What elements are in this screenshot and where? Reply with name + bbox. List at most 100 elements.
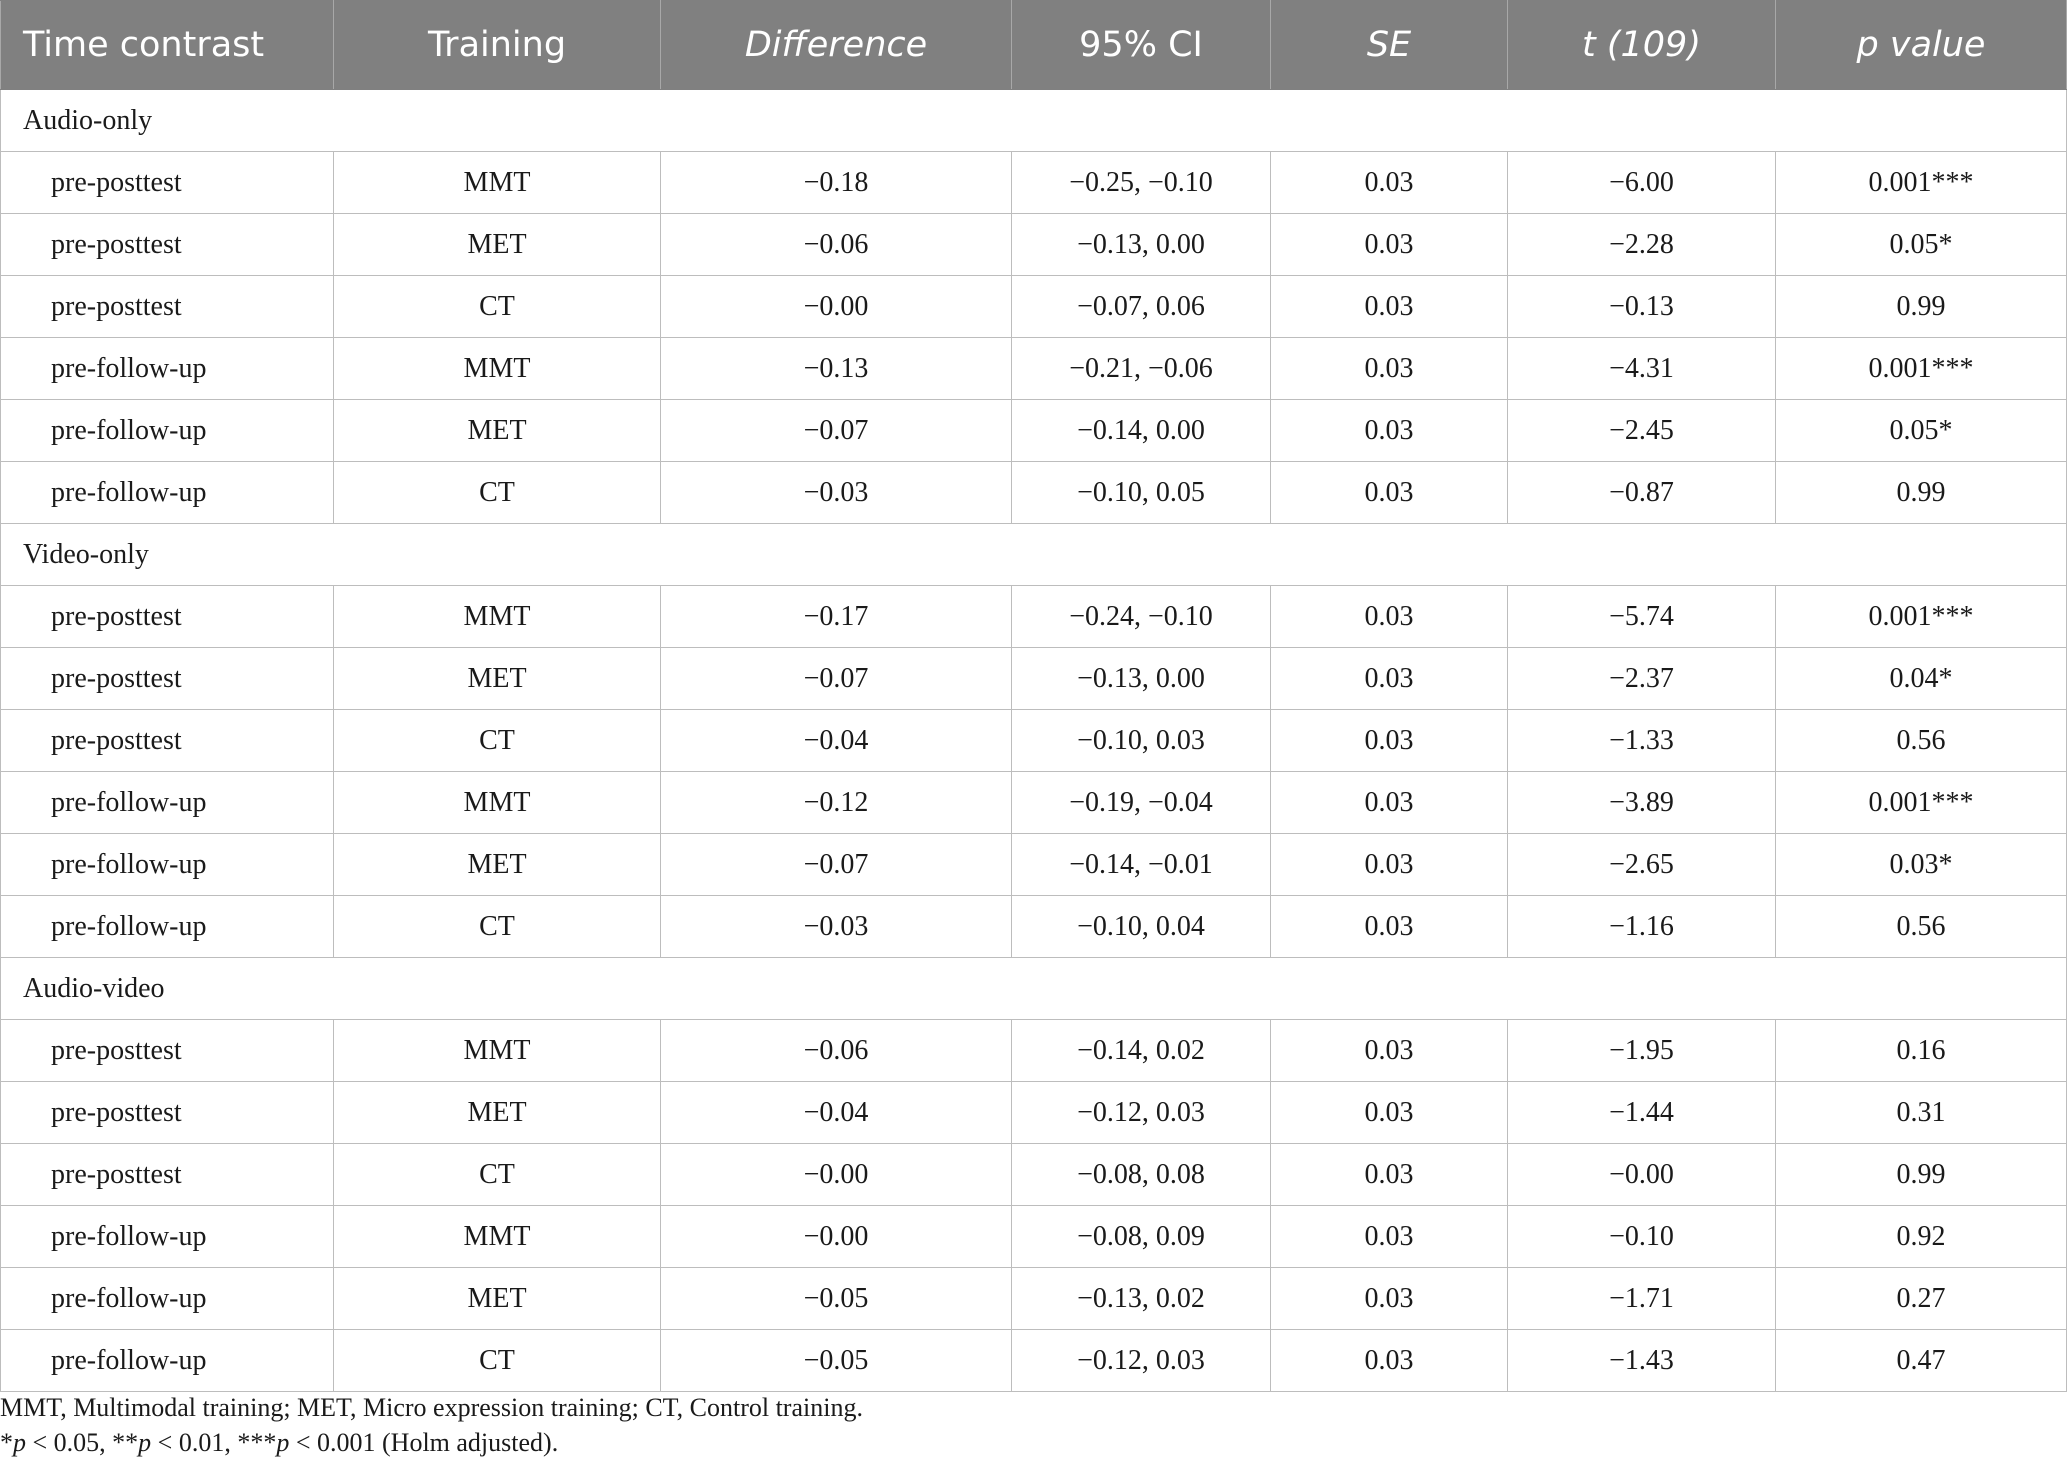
header-difference: Difference: [660, 0, 1012, 90]
cell-t-value: −4.31: [1507, 337, 1776, 400]
cell-se: 0.03: [1270, 895, 1508, 958]
cell-p-value: 0.05*: [1775, 213, 2067, 276]
cell-time-contrast: pre-posttest: [0, 709, 334, 772]
table-row: pre-posttest CT −0.00 −0.07, 0.06 0.03 −0.13 0…: [0, 275, 2067, 338]
cell-training: MET: [333, 647, 661, 710]
cell-ci: −0.07, 0.06: [1011, 275, 1271, 338]
header-p-value: p value: [1775, 0, 2067, 90]
cell-se: 0.03: [1270, 585, 1508, 648]
table-row: pre-posttest CT −0.00 −0.08, 0.08 0.03 −0.00 0…: [0, 1143, 2067, 1206]
cell-p-value: 0.05*: [1775, 399, 2067, 462]
cell-se: 0.03: [1270, 275, 1508, 338]
cell-t-value: −2.45: [1507, 399, 1776, 462]
group-label: Audio-only: [0, 89, 2067, 152]
cell-p-value: 0.03*: [1775, 833, 2067, 896]
cell-difference: −0.17: [660, 585, 1012, 648]
cell-p-value: 0.99: [1775, 461, 2067, 524]
table-row: pre-follow-up CT −0.05 −0.12, 0.03 0.03 −1.43…: [0, 1329, 2067, 1392]
cell-time-contrast: pre-posttest: [0, 1143, 334, 1206]
cell-p-value: 0.27: [1775, 1267, 2067, 1330]
cell-p-value: 0.001***: [1775, 585, 2067, 648]
cell-se: 0.03: [1270, 1267, 1508, 1330]
cell-ci: −0.12, 0.03: [1011, 1081, 1271, 1144]
footnote-p-symbol-1: p: [13, 1428, 26, 1457]
cell-time-contrast: pre-follow-up: [0, 1205, 334, 1268]
cell-t-value: −0.10: [1507, 1205, 1776, 1268]
header-row: Time contrast Training Difference 95% CI…: [0, 0, 2067, 90]
header-se: SE: [1270, 0, 1508, 90]
cell-t-value: −6.00: [1507, 151, 1776, 214]
table-row: pre-posttest CT −0.04 −0.10, 0.03 0.03 −1.33 0…: [0, 709, 2067, 772]
cell-t-value: −3.89: [1507, 771, 1776, 834]
cell-t-value: −1.44: [1507, 1081, 1776, 1144]
table-row: pre-follow-up MET −0.07 −0.14, 0.00 0.03 −2.4…: [0, 399, 2067, 462]
cell-difference: −0.00: [660, 1205, 1012, 1268]
cell-time-contrast: pre-follow-up: [0, 771, 334, 834]
table-row: pre-posttest MET −0.06 −0.13, 0.00 0.03 −2.28…: [0, 213, 2067, 276]
cell-ci: −0.14, −0.01: [1011, 833, 1271, 896]
cell-se: 0.03: [1270, 337, 1508, 400]
group-row: Audio-video: [0, 957, 2067, 1020]
cell-p-value: 0.99: [1775, 275, 2067, 338]
cell-ci: −0.25, −0.10: [1011, 151, 1271, 214]
cell-ci: −0.19, −0.04: [1011, 771, 1271, 834]
cell-ci: −0.24, −0.10: [1011, 585, 1271, 648]
cell-t-value: −1.43: [1507, 1329, 1776, 1392]
cell-p-value: 0.001***: [1775, 151, 2067, 214]
cell-training: MMT: [333, 1205, 661, 1268]
cell-se: 0.03: [1270, 151, 1508, 214]
footnote-p-symbol-3: p: [276, 1428, 290, 1457]
cell-se: 0.03: [1270, 647, 1508, 710]
cell-training: MMT: [333, 337, 661, 400]
cell-ci: −0.10, 0.05: [1011, 461, 1271, 524]
cell-time-contrast: pre-posttest: [0, 275, 334, 338]
cell-se: 0.03: [1270, 1205, 1508, 1268]
table-row: pre-posttest MMT −0.18 −0.25, −0.10 0.03 −6.0…: [0, 151, 2067, 214]
cell-difference: −0.07: [660, 399, 1012, 462]
cell-ci: −0.14, 0.00: [1011, 399, 1271, 462]
cell-p-value: 0.31: [1775, 1081, 2067, 1144]
cell-time-contrast: pre-follow-up: [0, 833, 334, 896]
cell-ci: −0.14, 0.02: [1011, 1019, 1271, 1082]
cell-difference: −0.07: [660, 647, 1012, 710]
cell-training: CT: [333, 895, 661, 958]
cell-t-value: −1.71: [1507, 1267, 1776, 1330]
cell-se: 0.03: [1270, 461, 1508, 524]
group-label: Audio-video: [0, 957, 2067, 1020]
cell-t-value: −2.37: [1507, 647, 1776, 710]
cell-p-value: 0.56: [1775, 895, 2067, 958]
cell-p-value: 0.56: [1775, 709, 2067, 772]
cell-difference: −0.00: [660, 275, 1012, 338]
cell-t-value: −1.95: [1507, 1019, 1776, 1082]
cell-difference: −0.04: [660, 709, 1012, 772]
cell-training: MMT: [333, 585, 661, 648]
cell-se: 0.03: [1270, 1143, 1508, 1206]
table-row: pre-posttest MET −0.04 −0.12, 0.03 0.03 −1.44…: [0, 1081, 2067, 1144]
cell-difference: −0.13: [660, 337, 1012, 400]
table-row: pre-follow-up MMT −0.00 −0.08, 0.09 0.03 −0.1…: [0, 1205, 2067, 1268]
cell-difference: −0.03: [660, 895, 1012, 958]
header-ci: 95% CI: [1011, 0, 1271, 90]
cell-t-value: −2.65: [1507, 833, 1776, 896]
cell-ci: −0.08, 0.09: [1011, 1205, 1271, 1268]
cell-difference: −0.06: [660, 1019, 1012, 1082]
cell-se: 0.03: [1270, 833, 1508, 896]
table-row: pre-posttest MET −0.07 −0.13, 0.00 0.03 −2.37…: [0, 647, 2067, 710]
cell-training: MMT: [333, 1019, 661, 1082]
cell-p-value: 0.16: [1775, 1019, 2067, 1082]
header-time-contrast: Time contrast: [0, 0, 334, 90]
cell-se: 0.03: [1270, 771, 1508, 834]
cell-training: CT: [333, 461, 661, 524]
cell-difference: −0.18: [660, 151, 1012, 214]
table-row: pre-follow-up MMT −0.13 −0.21, −0.06 0.03 −4.…: [0, 337, 2067, 400]
header-t: t (109): [1507, 0, 1776, 90]
cell-time-contrast: pre-posttest: [0, 585, 334, 648]
cell-se: 0.03: [1270, 1081, 1508, 1144]
cell-t-value: −2.28: [1507, 213, 1776, 276]
cell-time-contrast: pre-posttest: [0, 151, 334, 214]
cell-training: MET: [333, 1267, 661, 1330]
cell-t-value: −5.74: [1507, 585, 1776, 648]
cell-ci: −0.08, 0.08: [1011, 1143, 1271, 1206]
cell-t-value: −0.87: [1507, 461, 1776, 524]
cell-p-value: 0.47: [1775, 1329, 2067, 1392]
